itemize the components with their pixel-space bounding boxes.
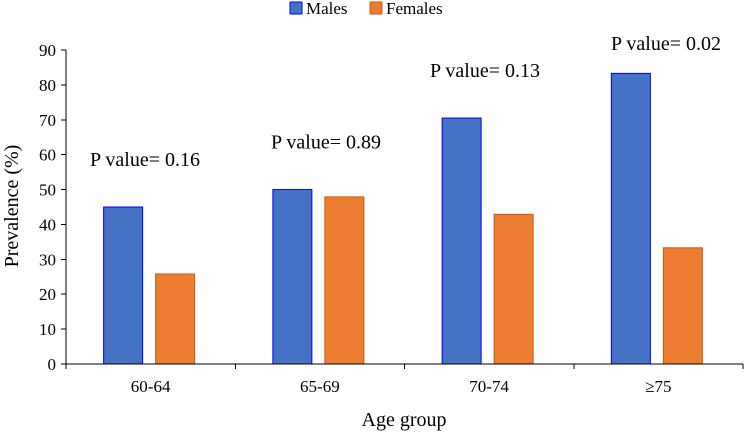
y-tick-label: 90 xyxy=(39,41,56,60)
females-bar xyxy=(324,196,365,365)
males-legend-swatch xyxy=(289,1,303,15)
y-tick-label: 80 xyxy=(39,76,56,95)
females-legend-swatch xyxy=(369,1,383,15)
x-axis-title: Age group xyxy=(362,409,447,431)
legend: Males Females xyxy=(289,0,443,18)
p-value-annotations: P value= 0.16 P value= 0.89 P value= 0.13 P… xyxy=(90,33,721,171)
p-value-label: P value= 0.02 xyxy=(611,33,721,55)
x-tick-label: 70-74 xyxy=(469,377,509,396)
x-tick-label: 60-64 xyxy=(131,377,171,396)
y-axis-title: Prevalence (%) xyxy=(1,145,23,268)
y-tick-label: 30 xyxy=(39,250,56,269)
y-tick-label: 70 xyxy=(39,111,56,130)
y-tick-label: 10 xyxy=(39,320,56,339)
females-legend-label: Females xyxy=(386,0,443,18)
y-axis: 0 10 20 30 40 50 60 70 80 90 xyxy=(39,41,67,374)
y-tick-label: 50 xyxy=(39,181,56,200)
males-bar xyxy=(441,117,482,365)
females-bar xyxy=(493,213,534,365)
y-tick-label: 40 xyxy=(39,215,56,234)
x-tick-label: 65-69 xyxy=(300,377,340,396)
females-bar xyxy=(662,247,703,365)
y-tick-label: 0 xyxy=(48,355,57,374)
males-bar xyxy=(272,189,313,365)
p-value-label: P value= 0.13 xyxy=(430,60,540,82)
p-value-label: P value= 0.89 xyxy=(271,132,381,154)
males-bar xyxy=(610,72,651,365)
x-tick-label: ≥75 xyxy=(645,377,671,396)
bars xyxy=(103,72,703,365)
x-axis: 60-64 65-69 70-74 ≥75 xyxy=(65,363,744,396)
females-bar xyxy=(155,273,196,365)
p-value-label: P value= 0.16 xyxy=(90,149,200,171)
males-bar xyxy=(103,206,144,365)
y-tick-label: 60 xyxy=(39,146,56,165)
males-legend-label: Males xyxy=(306,0,348,18)
y-tick-label: 20 xyxy=(39,285,56,304)
